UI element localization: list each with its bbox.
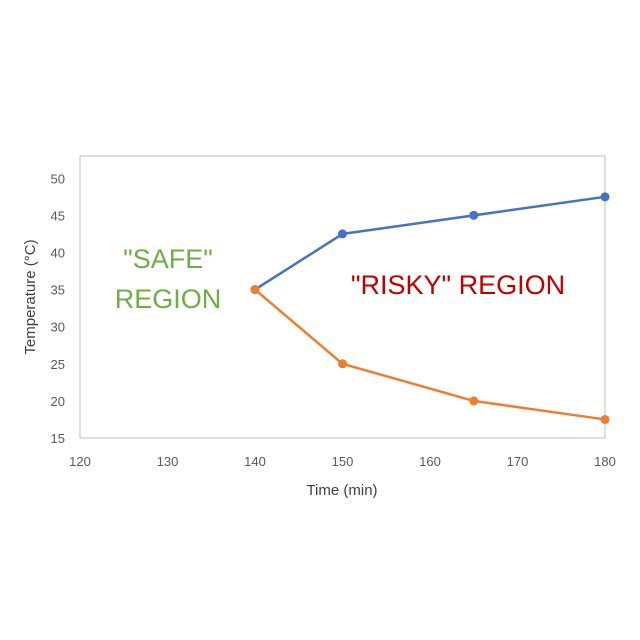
x-tick-label: 170 xyxy=(507,454,529,469)
y-tick-label: 30 xyxy=(51,320,65,335)
x-tick-label: 130 xyxy=(157,454,179,469)
series-2-point xyxy=(469,396,479,406)
x-tick-label: 120 xyxy=(69,454,91,469)
y-tick-label: 45 xyxy=(51,208,65,223)
series-layer xyxy=(250,192,610,424)
series-1-point xyxy=(600,192,610,202)
annotation-text: REGION xyxy=(115,284,222,314)
x-tick-label: 160 xyxy=(419,454,441,469)
plot-area-border xyxy=(79,155,606,439)
y-tick-label: 50 xyxy=(51,171,65,186)
y-tick-labels: 15 20 25 30 35 40 45 50 xyxy=(51,171,65,446)
x-tick-label: 180 xyxy=(594,454,616,469)
series-2-point xyxy=(338,359,347,369)
x-tick-label: 150 xyxy=(332,454,354,469)
series-line-2 xyxy=(254,288,606,421)
y-tick-label: 25 xyxy=(51,357,65,372)
series-2-point xyxy=(600,414,610,424)
series-2-point xyxy=(250,285,260,295)
series-1-point xyxy=(338,229,347,239)
y-tick-label: 40 xyxy=(51,245,65,260)
series-1-point xyxy=(469,210,479,220)
x-axis-title: Time (min) xyxy=(306,482,377,499)
y-tick-label: 20 xyxy=(51,394,65,409)
y-tick-label: 35 xyxy=(51,283,65,298)
annotations: "SAFE" REGION "RISKY" REGION xyxy=(115,244,565,314)
y-axis-title: Temperature (°C) xyxy=(22,239,39,354)
x-tick-labels: 120 130 140 150 160 170 180 xyxy=(69,454,616,469)
x-tick-label: 140 xyxy=(244,454,266,469)
annotation-text: "SAFE" xyxy=(123,244,213,274)
annotation-text: "RISKY" REGION xyxy=(351,270,565,300)
y-tick-label: 15 xyxy=(51,431,65,446)
series-line-1 xyxy=(254,195,606,291)
